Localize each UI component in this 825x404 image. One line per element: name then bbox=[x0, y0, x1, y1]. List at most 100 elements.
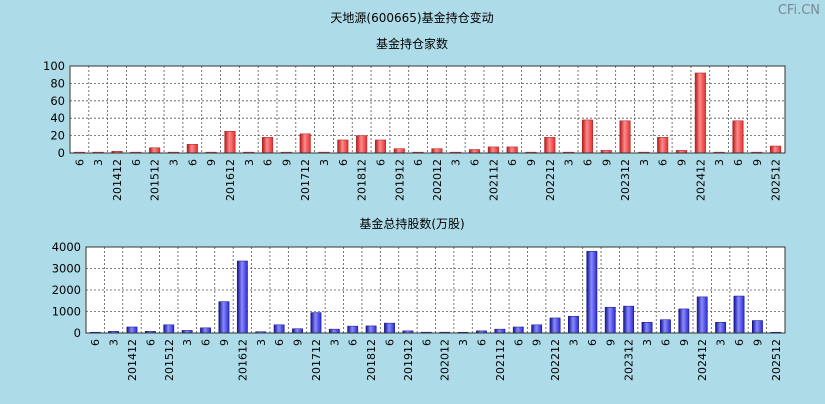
page-title: 天地源(600665)基金持仓变动 bbox=[330, 10, 493, 25]
bar bbox=[365, 325, 377, 334]
bar bbox=[544, 137, 556, 154]
x-tick-label: 9 bbox=[218, 339, 231, 346]
x-tick-label: 9 bbox=[280, 159, 293, 166]
bar bbox=[393, 148, 405, 154]
x-tick-label: 202412 bbox=[694, 159, 707, 201]
x-tick-label: 6 bbox=[374, 159, 387, 166]
bar bbox=[696, 296, 708, 334]
x-tick-label: 6 bbox=[732, 159, 745, 166]
x-tick-label: 201912 bbox=[402, 339, 415, 381]
bar bbox=[273, 324, 285, 334]
bar bbox=[126, 326, 138, 334]
x-tick-label: 3 bbox=[167, 159, 180, 166]
bar bbox=[310, 312, 322, 334]
x-tick-label: 6 bbox=[130, 159, 143, 166]
x-tick-label: 202212 bbox=[549, 339, 562, 381]
x-tick-label: 3 bbox=[255, 339, 268, 346]
y-tick-label: 60 bbox=[50, 94, 65, 108]
x-tick-label: 3 bbox=[713, 159, 726, 166]
x-tick-label: 9 bbox=[751, 159, 764, 166]
x-tick-label: 3 bbox=[328, 339, 341, 346]
x-tick-label: 9 bbox=[525, 159, 538, 166]
x-tick-label: 3 bbox=[638, 159, 651, 166]
x-tick-label: 6 bbox=[89, 339, 102, 346]
x-tick-label: 202412 bbox=[696, 339, 709, 381]
x-tick-label: 201512 bbox=[149, 159, 162, 201]
bar bbox=[733, 295, 745, 334]
bar bbox=[200, 327, 211, 334]
x-tick-label: 201512 bbox=[163, 339, 176, 381]
x-tick-label: 6 bbox=[586, 339, 599, 346]
x-tick-label: 9 bbox=[751, 339, 764, 346]
x-tick-label: 6 bbox=[347, 339, 360, 346]
bar bbox=[236, 260, 248, 334]
x-tick-label: 9 bbox=[604, 339, 617, 346]
x-tick-label: 202212 bbox=[544, 159, 557, 201]
y-tick-label: 0 bbox=[58, 146, 65, 160]
y-tick-label: 2000 bbox=[52, 283, 81, 297]
bar bbox=[224, 131, 236, 154]
y-tick-label: 0 bbox=[74, 326, 81, 340]
x-tick-label: 3 bbox=[567, 339, 580, 346]
x-tick-label: 3 bbox=[641, 339, 654, 346]
x-tick-label: 3 bbox=[92, 159, 105, 166]
x-tick-label: 6 bbox=[273, 339, 286, 346]
x-tick-label: 202512 bbox=[770, 159, 783, 201]
bar bbox=[218, 301, 230, 334]
x-tick-label: 6 bbox=[200, 339, 213, 346]
bar bbox=[531, 324, 543, 334]
bar bbox=[347, 325, 359, 334]
bar bbox=[299, 133, 311, 154]
x-tick-label: 9 bbox=[676, 159, 689, 166]
x-tick-label: 202512 bbox=[770, 339, 783, 381]
bar bbox=[469, 149, 481, 154]
bar bbox=[694, 72, 706, 154]
x-tick-label: 201912 bbox=[393, 159, 406, 201]
x-tick-label: 202312 bbox=[623, 339, 636, 381]
x-tick-label: 6 bbox=[475, 339, 488, 346]
x-tick-label: 9 bbox=[292, 339, 305, 346]
x-tick-label: 6 bbox=[581, 159, 594, 166]
bar bbox=[506, 146, 518, 154]
x-tick-label: 9 bbox=[600, 159, 613, 166]
bar bbox=[770, 145, 782, 154]
x-tick-label: 202012 bbox=[431, 159, 444, 201]
x-tick-label: 3 bbox=[715, 339, 728, 346]
x-tick-label: 201712 bbox=[310, 339, 323, 381]
watermark: CFi.CN bbox=[778, 3, 820, 18]
x-tick-label: 201612 bbox=[236, 339, 249, 381]
y-tick-label: 20 bbox=[50, 129, 65, 143]
bar bbox=[641, 322, 653, 334]
bar bbox=[163, 324, 175, 334]
chart1-title: 基金持仓家数 bbox=[376, 36, 448, 51]
bar bbox=[657, 137, 669, 154]
chart2-title: 基金总持股数(万股) bbox=[359, 216, 464, 231]
x-tick-label: 201812 bbox=[356, 159, 369, 201]
x-tick-label: 9 bbox=[678, 339, 691, 346]
y-tick-label: 40 bbox=[50, 111, 65, 125]
bar bbox=[149, 147, 161, 154]
bar bbox=[619, 120, 631, 154]
x-tick-label: 6 bbox=[186, 159, 199, 166]
plot-border bbox=[85, 246, 786, 334]
x-tick-label: 201412 bbox=[111, 159, 124, 201]
bar bbox=[623, 305, 635, 334]
bar bbox=[581, 119, 593, 154]
bar bbox=[374, 139, 386, 154]
bar bbox=[549, 317, 561, 334]
x-tick-label: 6 bbox=[657, 159, 670, 166]
bar bbox=[512, 326, 524, 334]
x-tick-label: 3 bbox=[243, 159, 256, 166]
x-tick-label: 9 bbox=[205, 159, 218, 166]
x-tick-label: 9 bbox=[531, 339, 544, 346]
bar bbox=[384, 322, 395, 334]
x-tick-label: 6 bbox=[412, 159, 425, 166]
bar bbox=[752, 320, 763, 334]
y-tick-label: 80 bbox=[50, 76, 65, 90]
bar bbox=[660, 319, 671, 334]
x-tick-label: 202112 bbox=[494, 339, 507, 381]
y-tick-label: 1000 bbox=[52, 305, 81, 319]
